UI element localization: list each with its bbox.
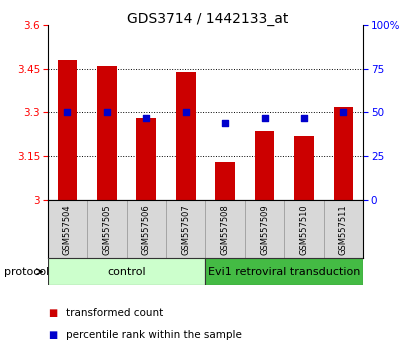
- Bar: [294, 136, 314, 200]
- Text: GSM557509: GSM557509: [260, 204, 269, 255]
- Bar: [48, 200, 87, 258]
- Point: [261, 115, 268, 120]
- Bar: [97, 66, 117, 200]
- Bar: [334, 107, 353, 200]
- Text: GSM557511: GSM557511: [339, 204, 348, 255]
- Text: GSM557506: GSM557506: [142, 204, 151, 255]
- Bar: [87, 200, 127, 258]
- Point: [300, 115, 307, 120]
- Bar: [284, 200, 324, 258]
- Text: protocol: protocol: [4, 267, 49, 277]
- Point: [183, 110, 189, 115]
- Point: [340, 110, 347, 115]
- Text: GSM557504: GSM557504: [63, 204, 72, 255]
- Bar: [205, 258, 363, 285]
- Point: [104, 110, 110, 115]
- Text: GSM557508: GSM557508: [221, 204, 229, 255]
- Text: ■: ■: [48, 308, 57, 318]
- Bar: [324, 200, 363, 258]
- Bar: [166, 200, 205, 258]
- Bar: [255, 131, 274, 200]
- Point: [64, 110, 71, 115]
- Text: percentile rank within the sample: percentile rank within the sample: [66, 330, 242, 339]
- Bar: [58, 60, 77, 200]
- Bar: [245, 200, 284, 258]
- Bar: [205, 200, 245, 258]
- Text: GSM557505: GSM557505: [103, 204, 111, 255]
- Text: GSM557507: GSM557507: [181, 204, 190, 255]
- Text: GDS3714 / 1442133_at: GDS3714 / 1442133_at: [127, 12, 288, 27]
- Point: [143, 115, 150, 120]
- Text: ■: ■: [48, 330, 57, 339]
- Text: transformed count: transformed count: [66, 308, 164, 318]
- Point: [222, 120, 229, 126]
- Bar: [137, 118, 156, 200]
- Bar: [127, 200, 166, 258]
- Bar: [176, 72, 195, 200]
- Text: GSM557510: GSM557510: [300, 204, 308, 255]
- Bar: [215, 162, 235, 200]
- Bar: [48, 258, 205, 285]
- Text: Evi1 retroviral transduction: Evi1 retroviral transduction: [208, 267, 361, 277]
- Text: control: control: [107, 267, 146, 277]
